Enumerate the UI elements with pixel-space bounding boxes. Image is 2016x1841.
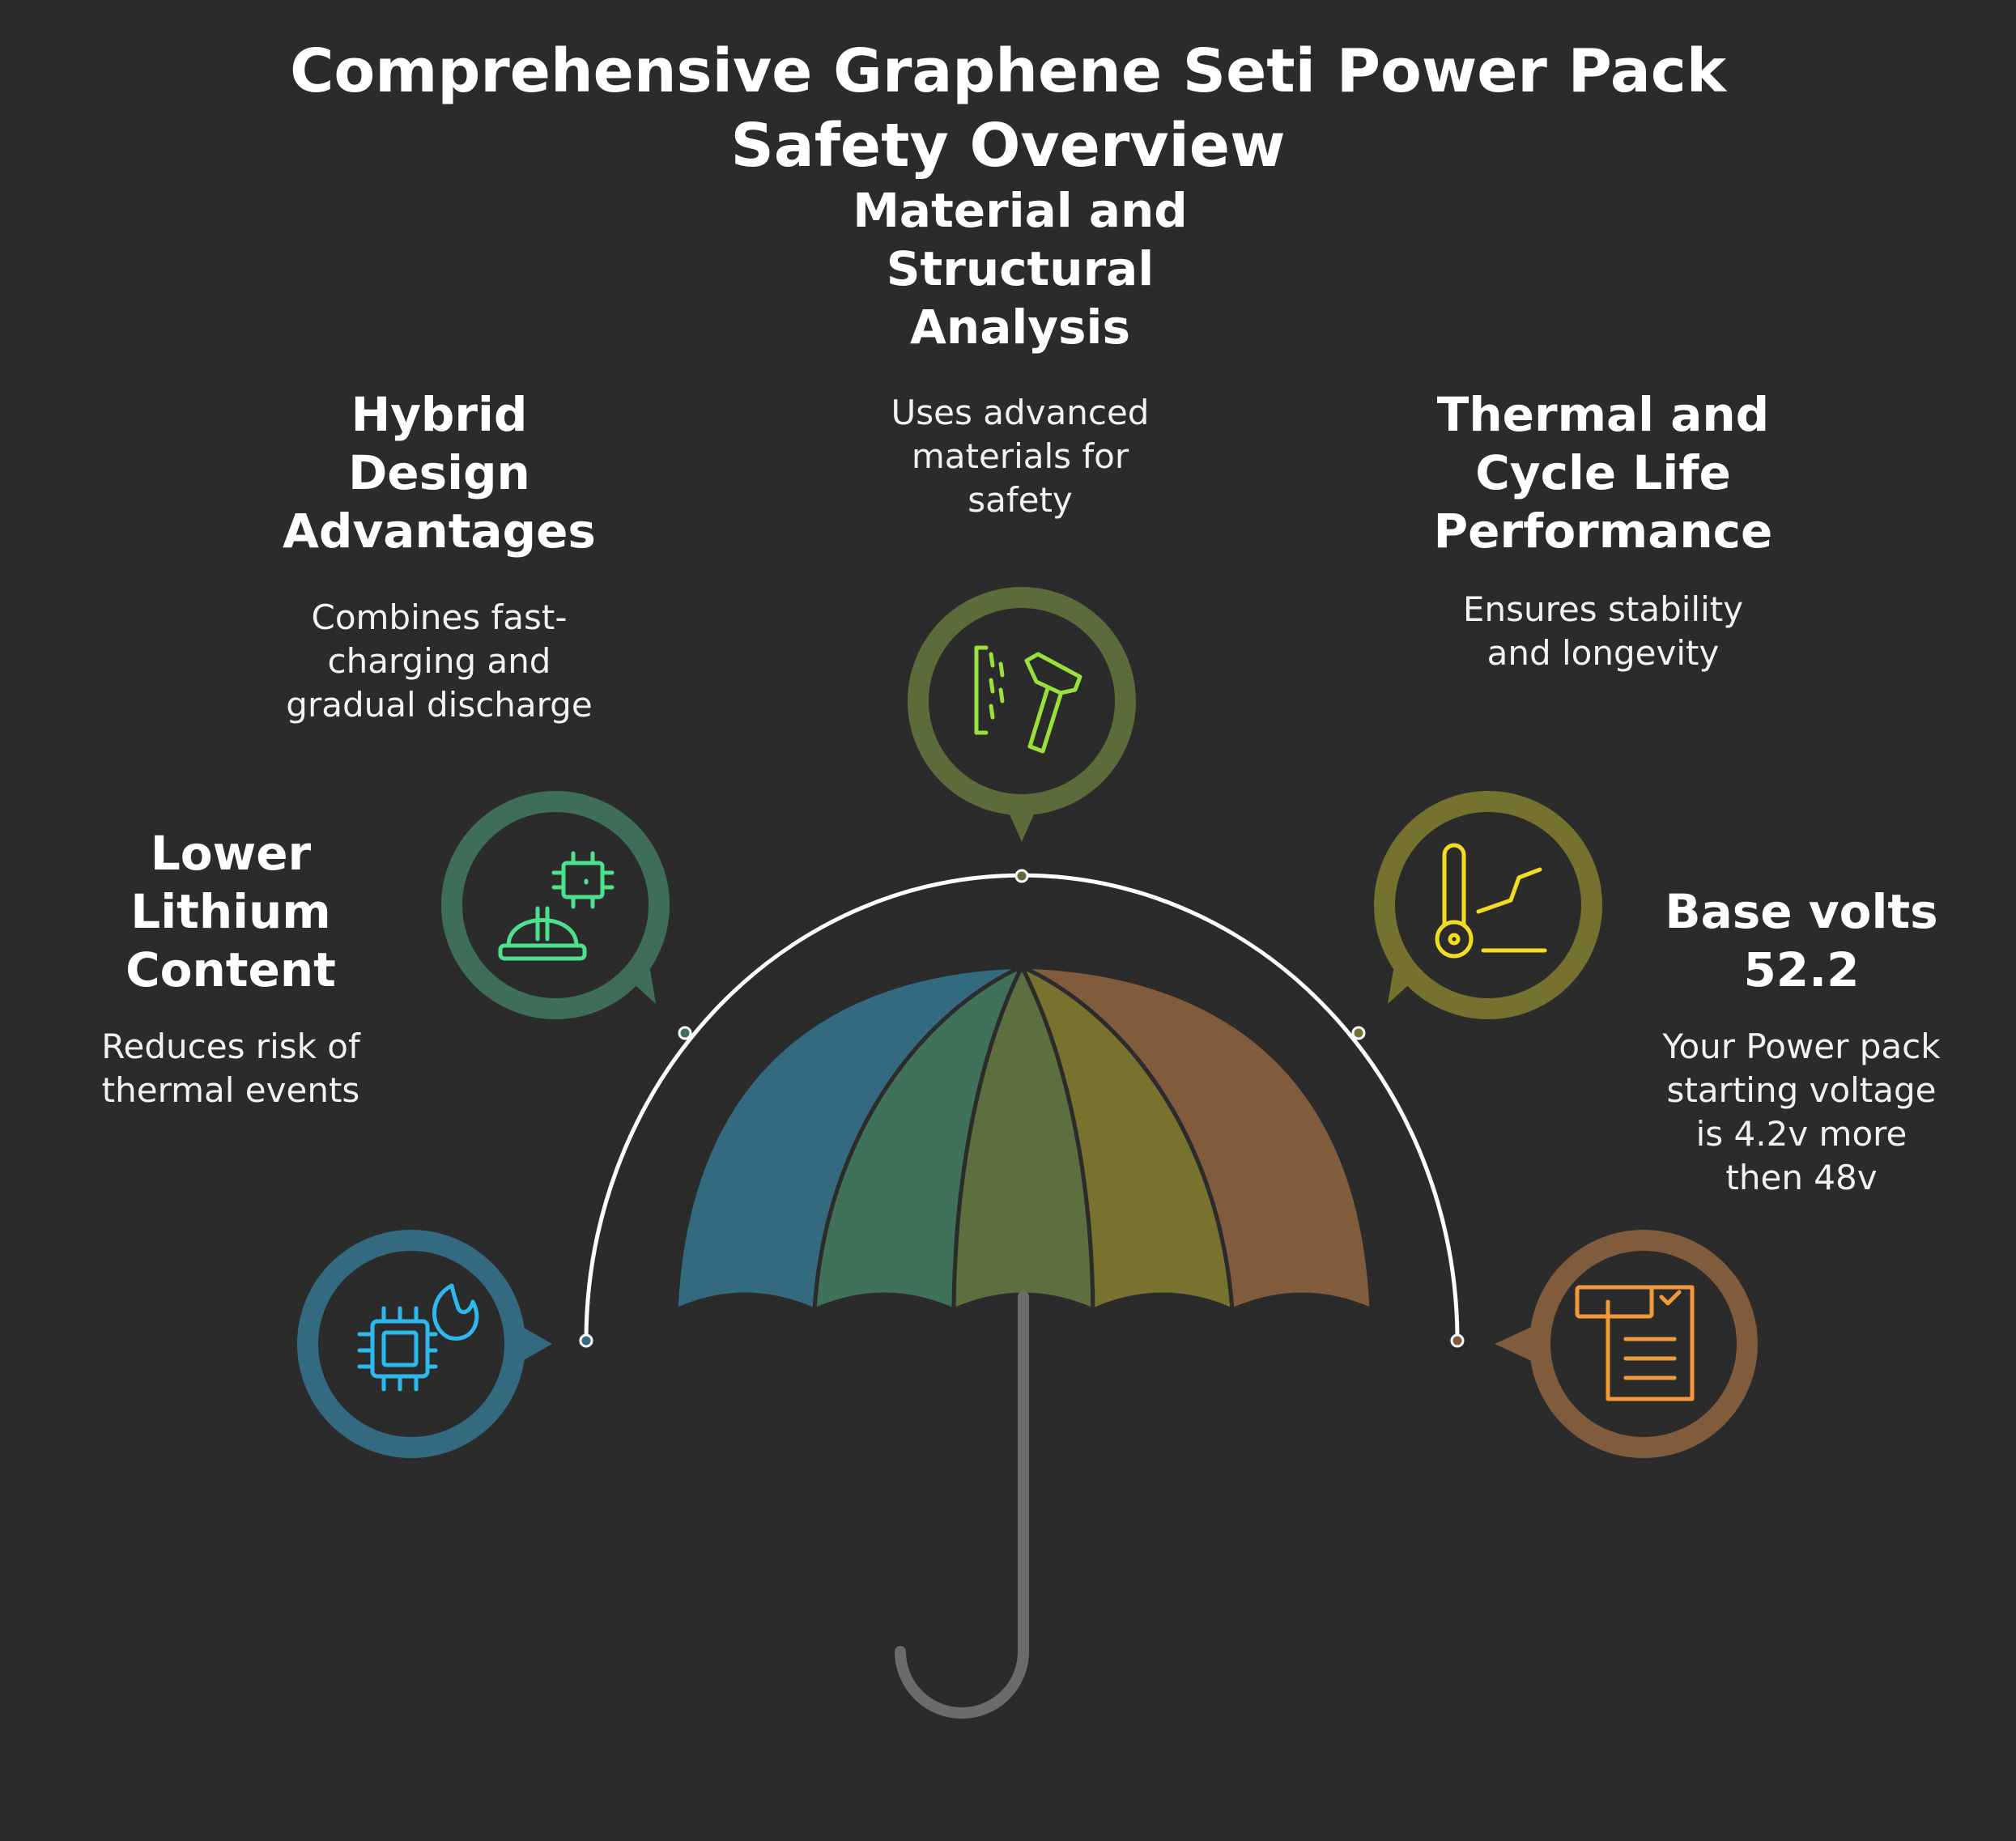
umbrella-handle [895, 1291, 1029, 1719]
lithium-heading: Lower Lithium Content [125, 826, 336, 997]
volts-bubble [1495, 1230, 1758, 1458]
lithium-description: Reduces risk of thermal events [101, 1027, 360, 1110]
connector-dot-thermal [1351, 1026, 1366, 1040]
thermal-heading: Thermal and Cycle Life Performance [1433, 387, 1773, 559]
connector-dot-volts [1450, 1333, 1465, 1348]
canopy-panel-5 [1019, 964, 1374, 1312]
chip-hardhat-icon [498, 851, 615, 961]
thermal-description: Ensures stability and longevity [1462, 589, 1744, 673]
thermometer-graph-icon [1435, 843, 1547, 959]
page-title: Comprehensive Graphene Seti Power Pack S… [198, 34, 1818, 183]
connector-dot-material [1014, 869, 1029, 883]
volts-description: Your Power pack starting voltage is 4.2v… [1662, 1027, 1941, 1197]
hammer-chisel-icon [974, 645, 1082, 754]
title-line-2: Safety Overview [730, 111, 1286, 181]
material-bubble [908, 587, 1136, 842]
volts-heading: Base volts 52.2 [1665, 884, 1938, 997]
connector-dot-hybrid [678, 1026, 692, 1040]
hybrid-heading: Hybrid Design Advantages [283, 387, 596, 559]
hybrid-description: Combines fast- charging and gradual disc… [286, 597, 593, 725]
document-check-icon [1575, 1285, 1695, 1401]
material-description: Uses advanced materials for safety [891, 393, 1150, 520]
hybrid-bubble [441, 791, 670, 1019]
connector-dot-lithium [579, 1333, 593, 1348]
material-heading: Material and Structural Analysis [853, 183, 1188, 355]
lithium-bubble [297, 1230, 552, 1458]
thermal-bubble [1374, 791, 1602, 1019]
umbrella-canopy [674, 964, 1374, 1312]
chip-flame-icon [357, 1283, 479, 1392]
title-line-1: Comprehensive Graphene Seti Power Pack [290, 36, 1726, 106]
